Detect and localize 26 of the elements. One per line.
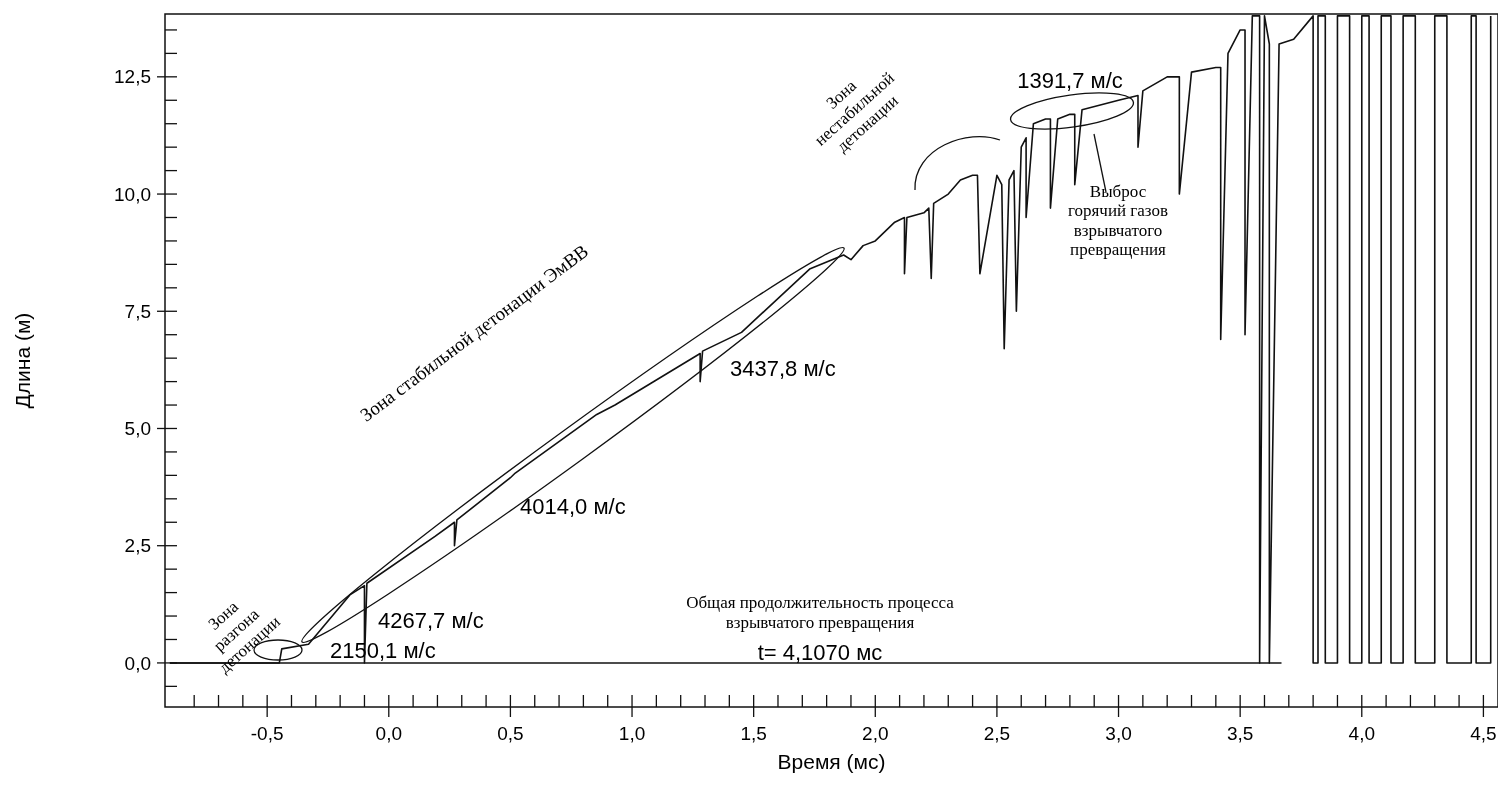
x-axis-title: Время (мс)	[777, 750, 886, 773]
x-tick-label: 2,0	[862, 723, 889, 744]
x-tick-label: 4,5	[1470, 723, 1497, 744]
x-tick-label: 1,5	[740, 723, 767, 744]
x-tick-label: 3,5	[1226, 723, 1254, 744]
annotation: Общая продолжительность процесса взрывчатого превращения	[686, 593, 955, 632]
y-tick-label: 12,5	[114, 66, 151, 88]
x-tick-label: 3,0	[1105, 723, 1132, 744]
x-tick-label: 0,0	[375, 723, 402, 744]
y-axis-title: Длина (м)	[11, 312, 34, 409]
annotation: 3437,8 м/с	[730, 356, 836, 381]
y-tick-label: 2,5	[124, 535, 151, 557]
y-tick-label: 5,0	[124, 418, 151, 440]
x-tick-label: 4,0	[1348, 723, 1375, 744]
annotation: t= 4,1070 мс	[757, 640, 883, 665]
x-tick-label: 2,5	[983, 723, 1011, 744]
annotation: 1391,7 м/с	[1017, 68, 1123, 93]
annotation: 4267,7 м/с	[378, 608, 484, 633]
y-tick-label: 10,0	[114, 183, 151, 205]
x-tick-label: 1,0	[618, 723, 646, 744]
x-tick-label: 0,5	[497, 723, 524, 744]
annotation: Выброс горячий газов взрывчатого превращения	[1067, 181, 1169, 260]
x-tick-label: -0,5	[250, 723, 284, 744]
y-tick-label: 7,5	[124, 300, 151, 322]
annotation: 4014,0 м/с	[520, 494, 626, 519]
y-tick-label: 0,0	[124, 652, 151, 674]
